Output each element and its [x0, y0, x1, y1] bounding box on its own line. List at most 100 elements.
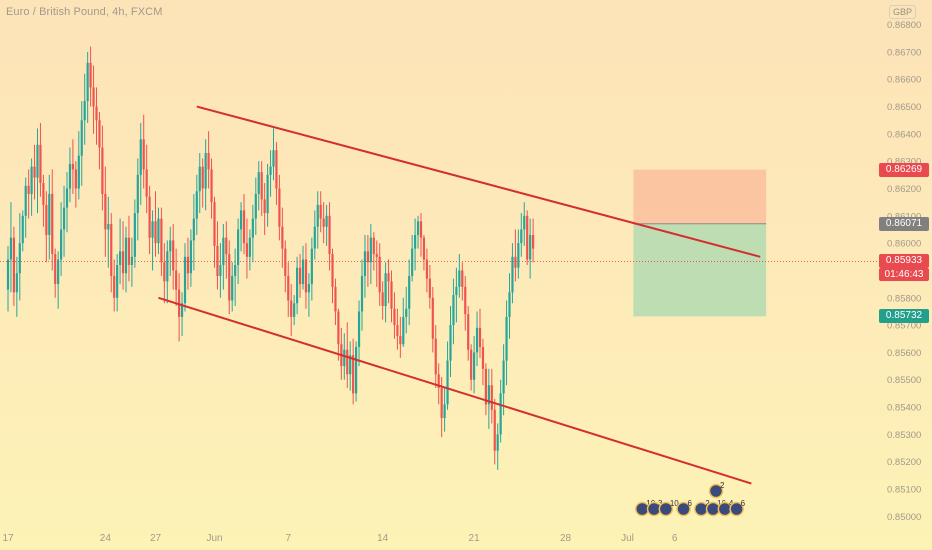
candle-body	[278, 188, 281, 227]
stop-loss-zone	[633, 169, 767, 224]
candle-body	[375, 254, 378, 257]
y-tick-label: 0.85600	[887, 348, 921, 359]
candle-body	[455, 286, 458, 296]
x-tick-label: Jul	[621, 533, 634, 544]
candle-body	[529, 234, 532, 260]
candle-body	[228, 254, 231, 301]
countdown-label: 01:46:43	[879, 268, 929, 282]
candle-body	[183, 256, 187, 304]
candle-body	[281, 226, 284, 249]
candle-body	[328, 215, 331, 255]
candle-body	[405, 308, 408, 317]
event-badge-count: 10	[670, 499, 679, 508]
y-tick-label: 0.86600	[887, 75, 921, 86]
candle-body	[490, 385, 493, 410]
candle-body	[313, 226, 316, 249]
candle-body	[104, 193, 107, 230]
y-tick-label: 0.85200	[887, 457, 921, 468]
candle-body	[157, 218, 160, 244]
x-tick-label: 7	[285, 533, 291, 544]
candle-body	[248, 237, 251, 257]
candle-body	[384, 273, 387, 306]
candle-body	[71, 163, 74, 170]
candle-body	[484, 368, 487, 405]
candle-body	[237, 229, 240, 265]
candle-body	[192, 218, 195, 241]
candle-body	[272, 150, 275, 167]
candle-body	[219, 265, 222, 276]
y-tick-label: 0.86000	[887, 239, 921, 250]
candle-body	[355, 346, 358, 394]
currency-badge[interactable]: GBP	[889, 5, 917, 19]
candle-body	[275, 150, 278, 189]
candle-body	[51, 193, 54, 255]
candle-body	[467, 314, 470, 350]
candle-body	[86, 62, 89, 102]
candle-body	[499, 393, 502, 435]
candle-body	[101, 147, 104, 194]
candle-body	[195, 191, 198, 219]
candle-body	[154, 221, 157, 244]
y-tick-label: 0.86200	[887, 184, 921, 195]
candle-body	[307, 284, 310, 293]
candle-body	[301, 259, 305, 285]
candle-body	[36, 144, 39, 178]
candle-body	[95, 106, 98, 121]
candle-body	[242, 210, 246, 244]
event-badge-icon	[676, 501, 691, 517]
candle-body	[151, 221, 154, 238]
candle-body	[166, 251, 169, 282]
event-badge-count: 3	[658, 499, 663, 508]
y-tick-label: 0.85300	[887, 430, 921, 441]
candle-body	[127, 237, 131, 265]
candle-body	[349, 355, 352, 375]
candle-body	[428, 278, 431, 298]
candle-body	[369, 237, 372, 263]
candle-body	[496, 434, 499, 451]
candle-body	[387, 273, 390, 282]
y-tick-label: 0.86700	[887, 47, 921, 58]
candle-body	[74, 169, 77, 189]
candle-body	[130, 256, 133, 265]
candle-body	[18, 243, 21, 274]
candle-body	[113, 275, 116, 298]
candle-body	[254, 193, 257, 219]
symbol-title: Euro / British Pound, 4h, FXCM	[6, 6, 163, 18]
candle-body	[98, 120, 101, 148]
candle-body	[201, 166, 204, 189]
upper-channel-line	[196, 105, 761, 258]
candle-body	[24, 185, 27, 216]
event-badge-count: 4	[729, 499, 734, 508]
candle-body	[408, 275, 411, 309]
candle-body	[304, 259, 308, 293]
candle-body	[260, 172, 263, 200]
x-tick-label: 28	[560, 533, 572, 544]
candle-body	[526, 215, 529, 260]
candle-body	[12, 237, 15, 293]
candle-body	[511, 256, 514, 293]
candle-body	[92, 87, 95, 107]
candle-body	[431, 297, 434, 339]
x-tick-label: 24	[100, 533, 112, 544]
x-tick-label: 6	[672, 533, 678, 544]
y-tick-label: 0.86400	[887, 129, 921, 140]
candle-body	[481, 346, 485, 369]
candle-body	[77, 155, 80, 189]
candle-body	[180, 303, 184, 317]
x-tick-label: 27	[150, 533, 162, 544]
candle-body	[6, 259, 10, 290]
candle-body	[213, 202, 216, 246]
candle-body	[399, 336, 402, 345]
candle-body	[352, 355, 355, 394]
stop-price-label: 0.86269	[879, 162, 929, 177]
candle-body	[136, 174, 139, 214]
candle-body	[440, 387, 443, 418]
candle-body	[121, 251, 125, 274]
candle-body	[478, 327, 482, 347]
candle-body	[30, 166, 33, 194]
candle-body	[334, 286, 337, 312]
candle-body	[337, 311, 340, 345]
candle-body	[263, 199, 266, 214]
